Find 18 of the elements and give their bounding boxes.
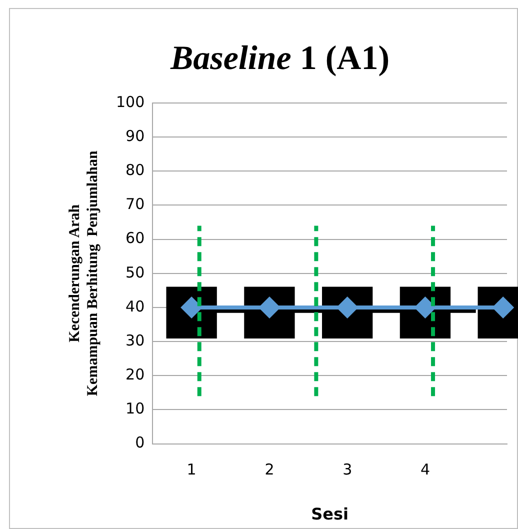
y-axis-title: Kecenderungan Arah Kemampuan Berhitung Penjumlahan xyxy=(66,150,101,396)
x-axis-title: Sesi xyxy=(311,504,349,524)
y-tick-label: 0 xyxy=(135,434,145,452)
y-tick-label: 20 xyxy=(126,366,145,384)
y-tick-label: 10 xyxy=(126,400,145,418)
x-tick-label: 4 xyxy=(420,460,430,479)
chart-title: Baseline 1 (A1) xyxy=(169,40,391,78)
x-tick-label: 2 xyxy=(264,460,274,479)
y-tick-label: 50 xyxy=(126,263,145,282)
x-tick-label: 1 xyxy=(186,460,196,479)
x-tick-label: 3 xyxy=(342,460,352,479)
y-tick-label: 60 xyxy=(126,229,145,248)
y-tick-label: 30 xyxy=(126,331,145,350)
y-tick-label: 70 xyxy=(126,195,145,214)
y-tick-label: 90 xyxy=(126,126,145,145)
y-tick-label: 40 xyxy=(126,297,145,316)
y-tick-label: 80 xyxy=(126,161,145,180)
y-tick-label: 100 xyxy=(116,92,145,111)
